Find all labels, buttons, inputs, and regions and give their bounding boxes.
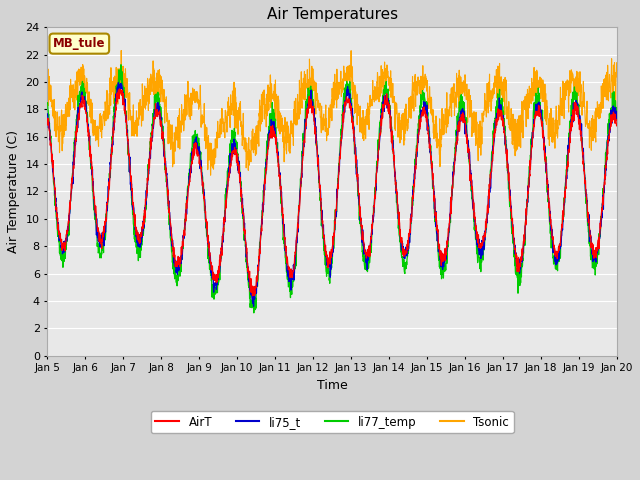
X-axis label: Time: Time: [317, 379, 348, 392]
Legend: AirT, li75_t, li77_temp, Tsonic: AirT, li75_t, li77_temp, Tsonic: [151, 411, 513, 433]
Y-axis label: Air Temperature (C): Air Temperature (C): [7, 130, 20, 253]
Text: MB_tule: MB_tule: [53, 37, 106, 50]
Title: Air Temperatures: Air Temperatures: [267, 7, 397, 22]
